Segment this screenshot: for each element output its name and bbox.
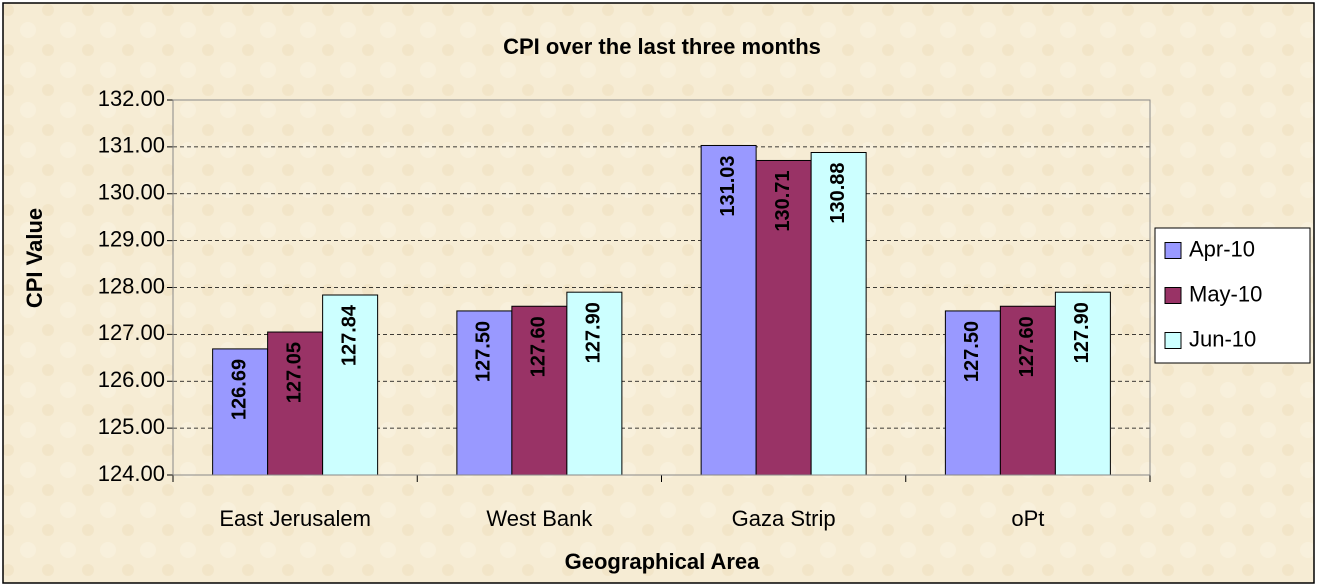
- y-tick-label: 127.00: [98, 320, 165, 345]
- bar: [322, 294, 379, 476]
- chart-title: CPI over the last three months: [503, 34, 821, 59]
- y-tick-label: 131.00: [98, 133, 165, 158]
- legend-label: May-10: [1189, 281, 1262, 306]
- value-label: 127.50: [473, 321, 495, 382]
- value-label: 127.84: [338, 304, 360, 366]
- plot-border: [172, 99, 1151, 476]
- y-tick-label: 130.00: [98, 180, 165, 205]
- value-label: 127.90: [583, 302, 605, 363]
- legend-swatch: [1164, 332, 1182, 349]
- bar: [700, 144, 757, 476]
- x-tick-label: West Bank: [486, 506, 593, 531]
- bar: [944, 310, 1001, 476]
- x-tick-label: Gaza Strip: [732, 506, 836, 531]
- value-label: 126.69: [228, 359, 250, 420]
- legend-swatch: [1164, 287, 1182, 304]
- y-tick-label: 125.00: [98, 414, 165, 439]
- value-label: 127.60: [528, 316, 550, 377]
- x-axis-title: Geographical Area: [565, 549, 761, 574]
- value-label: 127.50: [961, 321, 983, 382]
- value-label: 130.71: [772, 170, 794, 231]
- x-tick-label: East Jerusalem: [219, 506, 371, 531]
- bar: [999, 305, 1056, 476]
- x-tick-label: oPt: [1011, 506, 1044, 531]
- legend-swatch: [1164, 242, 1182, 259]
- bar: [511, 305, 568, 476]
- value-label: 127.60: [1016, 316, 1038, 377]
- bar: [456, 310, 513, 476]
- value-label: 131.03: [717, 155, 739, 216]
- bar: [1054, 291, 1111, 476]
- y-tick-label: 126.00: [98, 367, 165, 392]
- bar: [810, 152, 867, 476]
- bar: [212, 348, 269, 476]
- value-label: 130.88: [827, 163, 849, 224]
- legend-label: Jun-10: [1189, 326, 1256, 351]
- y-tick-label: 132.00: [98, 86, 165, 111]
- y-tick-label: 124.00: [98, 461, 165, 486]
- legend-label: Apr-10: [1189, 236, 1255, 261]
- y-tick-label: 128.00: [98, 273, 165, 298]
- bar: [566, 291, 623, 476]
- value-label: 127.05: [283, 342, 305, 403]
- y-axis-title: CPI Value: [22, 208, 47, 308]
- y-tick-label: 129.00: [98, 226, 165, 251]
- bar: [755, 159, 812, 476]
- value-label: 127.90: [1071, 302, 1093, 363]
